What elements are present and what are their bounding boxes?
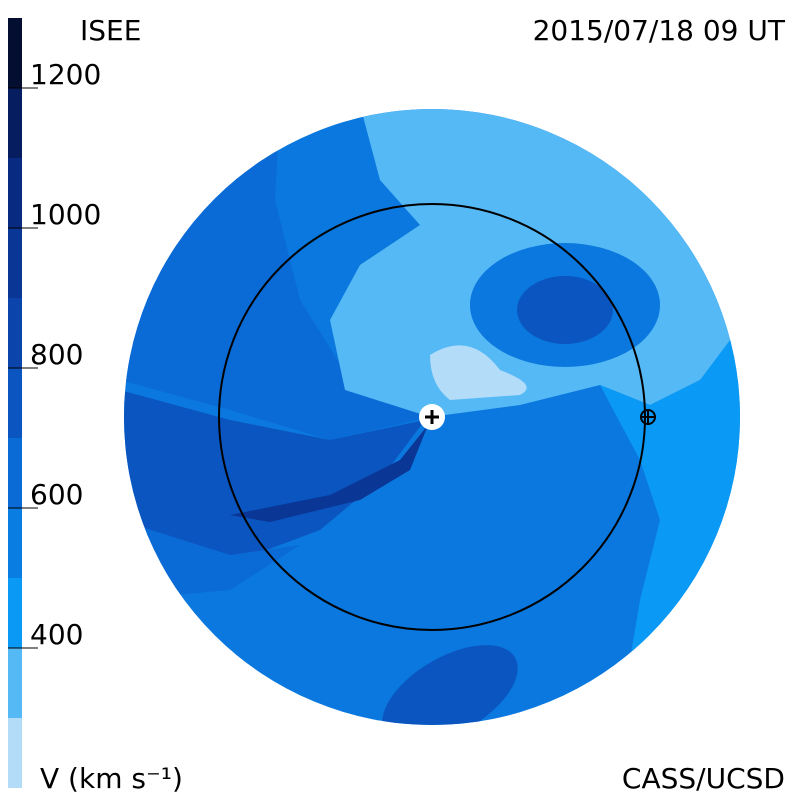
velocity-map (124, 109, 740, 725)
map-region (382, 645, 518, 725)
colorbar-band (8, 648, 22, 718)
colorbar-label: V (km s⁻¹) (40, 762, 183, 795)
colorbar-tick-label: 800 (30, 338, 83, 371)
map-region (517, 276, 613, 344)
colorbar-band (8, 368, 22, 438)
colorbar-band (8, 508, 22, 578)
earth-cross (640, 409, 656, 425)
chart-subtitle: 2015/07/18 09 UT (533, 14, 786, 47)
colorbar-tick-label: 1000 (30, 198, 101, 231)
colorbar-tick-label: 1200 (30, 58, 101, 91)
map-region (230, 425, 428, 522)
colorbar-tick-label: 400 (30, 618, 83, 651)
colorbar-band (8, 438, 22, 508)
colorbar-band (8, 88, 22, 158)
colorbar-band (8, 158, 22, 228)
map-region (430, 345, 527, 400)
colorbar-band (8, 228, 22, 298)
colorbar-band (8, 578, 22, 648)
credit: CASS/UCSD (622, 762, 785, 795)
chart-title: ISEE (80, 14, 141, 47)
colorbar-band (8, 298, 22, 368)
map-region (124, 390, 425, 560)
colorbar-band (8, 18, 22, 88)
colorbar-tick-label: 600 (30, 478, 83, 511)
colorbar-band (8, 718, 22, 788)
sun-cross (425, 410, 439, 424)
